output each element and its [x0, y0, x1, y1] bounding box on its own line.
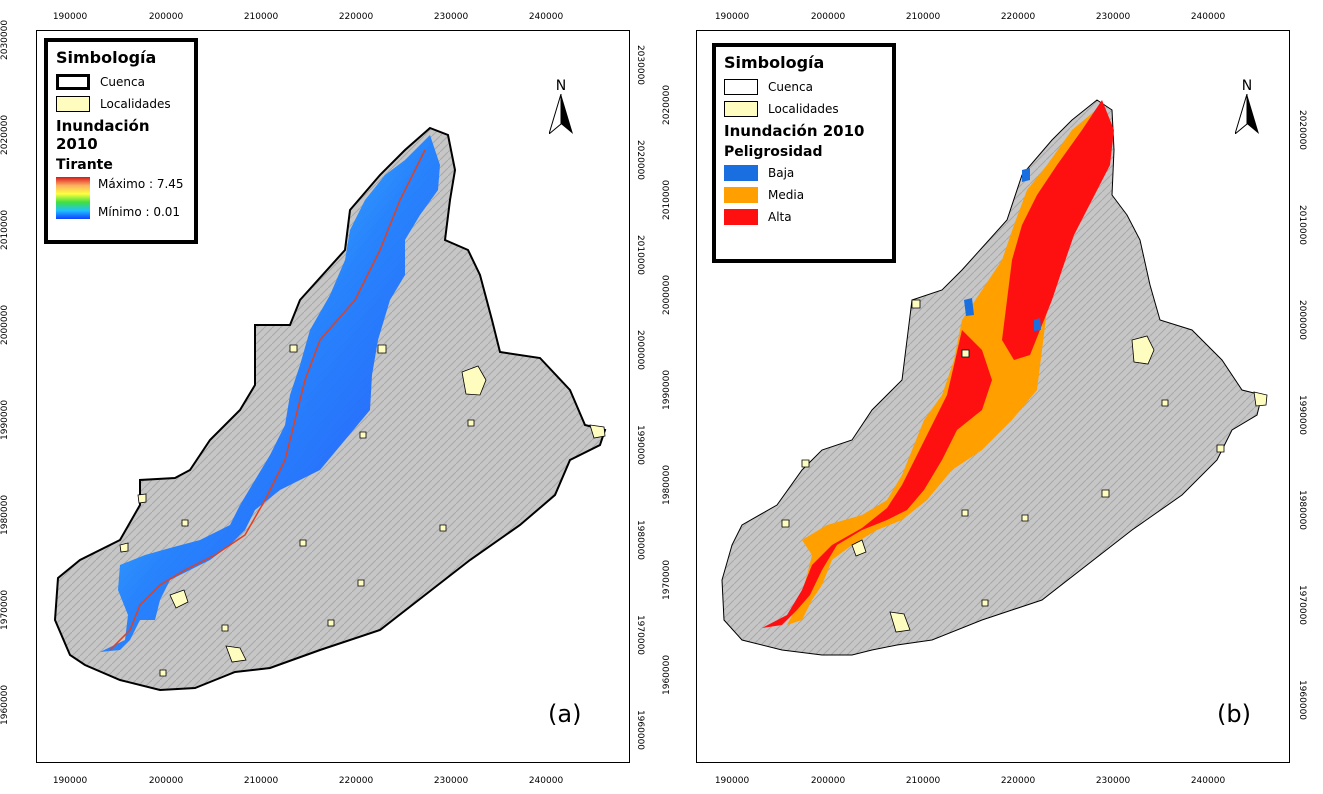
legend-item-label: Localidades: [768, 102, 839, 116]
basin-swatch: [56, 74, 90, 90]
ramp-max-label: Máximo : 7.45: [98, 177, 184, 191]
river-line: [109, 149, 426, 651]
localidades-layer: [781, 299, 1268, 633]
legend-section-title: Inundación 2010: [724, 122, 865, 140]
north-arrow-icon: [548, 93, 573, 136]
x-tick-label: 220000: [1000, 12, 1036, 22]
panel-letter: (b): [1217, 700, 1251, 728]
x-tick-label: 220000: [338, 12, 374, 22]
hazard-baja-patches: [964, 168, 1041, 331]
x-tick-label: 230000: [433, 12, 469, 22]
legend-variable-title: Peligrosidad: [724, 144, 823, 160]
x-tick-label: 240000: [528, 12, 564, 22]
legend-class-label: Media: [768, 188, 805, 202]
media-swatch: [724, 187, 758, 203]
flood-depth-area: [100, 135, 440, 652]
x-tick-label: 210000: [243, 12, 279, 22]
localidad-swatch: [56, 96, 90, 112]
legend-class-baja: Baja: [724, 164, 884, 182]
ramp-bar: [56, 177, 90, 219]
x-tick-label: 190000: [714, 776, 750, 786]
legend-class-alta: Alta: [724, 208, 884, 226]
legend-class-label: Baja: [768, 166, 795, 180]
depth-color-ramp: Máximo : 7.45 Mínimo : 0.01: [56, 177, 186, 219]
legend-variable-title: Tirante: [56, 157, 113, 173]
map-canvas: [53, 126, 607, 692]
legend-item-localidades: Localidades: [724, 100, 884, 118]
x-tick-label: 210000: [243, 776, 279, 786]
legend-item-label: Cuenca: [768, 80, 813, 94]
baja-swatch: [724, 165, 758, 181]
legend-item-label: Cuenca: [100, 75, 145, 89]
x-tick-label: 240000: [1190, 12, 1226, 22]
ramp-min-label: Mínimo : 0.01: [98, 205, 181, 219]
localidad-swatch: [724, 101, 758, 117]
basin-swatch: [724, 79, 758, 95]
x-tick-label: 190000: [52, 12, 88, 22]
legend: Simbología Cuenca Localidades Inundación…: [44, 38, 198, 244]
x-tick-label: 240000: [1190, 776, 1226, 786]
x-tick-label: 220000: [1000, 776, 1036, 786]
legend-item-cuenca: Cuenca: [724, 78, 884, 96]
x-tick-label: 200000: [148, 12, 184, 22]
legend-class-media: Media: [724, 186, 884, 204]
legend-item-label: Localidades: [100, 97, 171, 111]
panel-letter: (a): [548, 700, 582, 728]
north-arrow-icon: [1234, 93, 1259, 136]
legend-item-localidades: Localidades: [56, 95, 186, 113]
legend-item-cuenca: Cuenca: [56, 73, 186, 91]
north-label: N: [1241, 78, 1253, 94]
map-canvas: [721, 99, 1268, 656]
x-tick-label: 230000: [433, 776, 469, 786]
x-tick-label: 190000: [52, 776, 88, 786]
legend-section-title: Inundación 2010: [56, 117, 150, 153]
x-tick-label: 200000: [148, 776, 184, 786]
x-tick-label: 200000: [810, 12, 846, 22]
x-tick-label: 240000: [528, 776, 564, 786]
map-panel-b: 190000 200000 210000 220000 230000 24000…: [662, 0, 1323, 794]
map-panel-a: 190000 200000 210000 220000 230000 24000…: [0, 12, 645, 786]
alta-swatch: [724, 209, 758, 225]
x-tick-label: 220000: [338, 776, 374, 786]
legend-title: Simbología: [56, 48, 157, 67]
north-arrow: N: [546, 78, 576, 138]
legend-class-label: Alta: [768, 210, 792, 224]
x-tick-label: 210000: [905, 12, 941, 22]
north-arrow: N: [1232, 78, 1262, 138]
flood-hazard-alta: [762, 100, 1114, 628]
x-tick-label: 230000: [1095, 776, 1131, 786]
legend-title: Simbología: [724, 53, 825, 72]
x-tick-label: 190000: [714, 12, 750, 22]
localidades-layer: [119, 344, 606, 677]
x-tick-label: 210000: [905, 776, 941, 786]
x-tick-label: 230000: [1095, 12, 1131, 22]
legend: Simbología Cuenca Localidades Inundación…: [712, 43, 896, 263]
north-label: N: [555, 78, 567, 94]
x-tick-label: 200000: [810, 776, 846, 786]
